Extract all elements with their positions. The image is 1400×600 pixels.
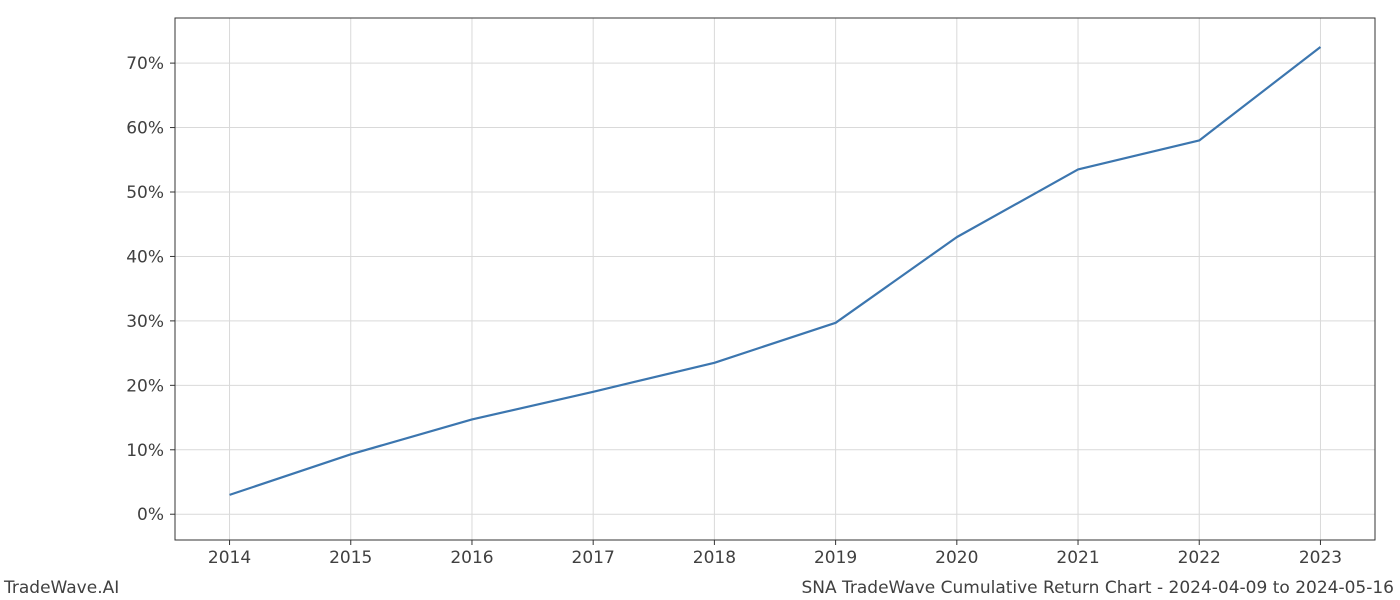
y-tick-label: 10% [126,441,164,461]
x-tick-label: 2022 [1178,548,1221,568]
x-tick-label: 2016 [450,548,493,568]
chart-container: 2014 2015 2016 2017 2018 2019 2020 2021 2022 2023… [0,0,1400,600]
x-tick-label: 2014 [208,548,251,568]
y-tick-label: 70% [126,54,164,74]
line-chart: 2014 2015 2016 2017 2018 2019 2020 2021 2022 2023… [0,0,1400,600]
x-tick-label: 2015 [329,548,372,568]
x-tick-label: 2018 [693,548,736,568]
y-tick-label: 20% [126,376,164,396]
watermark-text: TradeWave.AI [4,578,119,598]
y-tick-label: 40% [126,247,164,267]
chart-caption: SNA TradeWave Cumulative Return Chart - … [801,578,1394,598]
x-tick-label: 2021 [1056,548,1099,568]
x-tick-label: 2023 [1299,548,1342,568]
y-tick-label: 60% [126,119,164,139]
x-tick-label: 2020 [935,548,978,568]
y-tick-label: 50% [126,183,164,203]
y-tick-label: 0% [137,505,164,525]
x-tick-label: 2017 [572,548,615,568]
chart-background [0,0,1400,600]
y-tick-label: 30% [126,312,164,332]
x-tick-label: 2019 [814,548,857,568]
